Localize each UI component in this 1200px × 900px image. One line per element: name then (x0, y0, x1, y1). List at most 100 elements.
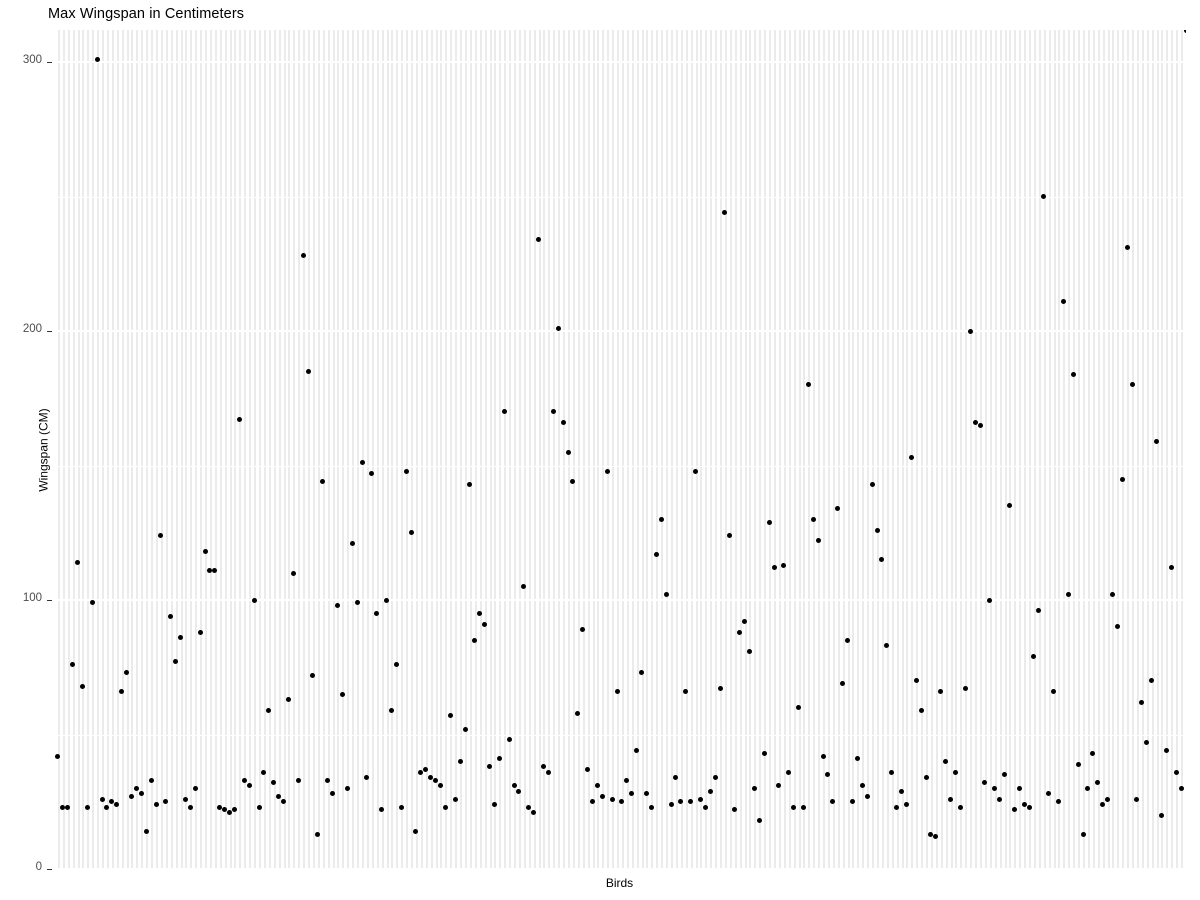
data-point[interactable] (1011, 807, 1017, 813)
data-point[interactable] (678, 799, 684, 805)
data-point[interactable] (977, 422, 983, 428)
data-point[interactable] (776, 783, 782, 789)
data-point[interactable] (1016, 785, 1022, 791)
data-point[interactable] (1031, 654, 1037, 660)
data-point[interactable] (1173, 769, 1179, 775)
data-point[interactable] (192, 785, 198, 791)
data-point[interactable] (84, 804, 90, 810)
data-point[interactable] (683, 689, 689, 695)
data-point[interactable] (75, 559, 81, 565)
data-point[interactable] (693, 468, 699, 474)
data-point[interactable] (982, 780, 988, 786)
data-point[interactable] (845, 637, 851, 643)
data-point[interactable] (344, 785, 350, 791)
data-point[interactable] (212, 568, 218, 573)
data-point[interactable] (722, 210, 728, 216)
data-point[interactable] (967, 328, 973, 334)
data-point[interactable] (447, 713, 453, 719)
data-point[interactable] (599, 793, 605, 799)
data-point[interactable] (761, 750, 767, 756)
data-point[interactable] (222, 807, 228, 813)
data-point[interactable] (702, 804, 708, 810)
data-point[interactable] (859, 783, 865, 789)
data-point[interactable] (256, 804, 262, 810)
data-point[interactable] (452, 796, 458, 802)
data-point[interactable] (315, 831, 321, 837)
data-point[interactable] (290, 570, 296, 576)
data-point[interactable] (168, 613, 174, 619)
data-point[interactable] (820, 753, 826, 759)
data-point[interactable] (643, 791, 649, 797)
data-point[interactable] (133, 785, 139, 791)
data-point[interactable] (285, 697, 291, 703)
data-point[interactable] (266, 707, 272, 713)
data-point[interactable] (658, 516, 664, 522)
data-point[interactable] (585, 767, 591, 772)
data-point[interactable] (1149, 678, 1155, 684)
data-point[interactable] (1100, 801, 1106, 807)
data-point[interactable] (217, 804, 223, 810)
data-point[interactable] (712, 775, 718, 781)
data-point[interactable] (119, 689, 125, 695)
data-point[interactable] (1006, 503, 1012, 509)
data-point[interactable] (550, 409, 556, 415)
data-point[interactable] (864, 793, 870, 799)
data-point[interactable] (128, 793, 134, 799)
data-point[interactable] (737, 629, 743, 635)
data-point[interactable] (1134, 796, 1140, 802)
data-point[interactable] (251, 597, 257, 603)
data-point[interactable] (634, 748, 640, 754)
data-point[interactable] (962, 686, 968, 692)
data-point[interactable] (781, 562, 787, 568)
data-point[interactable] (65, 804, 71, 810)
data-point[interactable] (70, 662, 76, 668)
data-point[interactable] (594, 783, 600, 789)
data-point[interactable] (271, 780, 277, 786)
data-point[interactable] (442, 804, 448, 810)
data-point[interactable] (398, 804, 404, 810)
data-point[interactable] (938, 689, 944, 695)
data-point[interactable] (241, 777, 247, 783)
data-point[interactable] (374, 611, 380, 617)
data-point[interactable] (928, 831, 934, 837)
data-point[interactable] (388, 707, 394, 713)
data-point[interactable] (153, 801, 159, 807)
data-point[interactable] (1109, 592, 1115, 598)
data-point[interactable] (742, 619, 748, 625)
data-point[interactable] (580, 627, 586, 633)
data-point[interactable] (1002, 772, 1008, 778)
data-point[interactable] (79, 683, 85, 689)
data-point[interactable] (972, 420, 978, 426)
data-point[interactable] (197, 629, 203, 635)
data-point[interactable] (1060, 299, 1066, 305)
data-point[interactable] (178, 635, 184, 641)
data-point[interactable] (246, 783, 252, 789)
data-point[interactable] (320, 479, 326, 485)
data-point[interactable] (791, 804, 797, 810)
data-point[interactable] (531, 810, 537, 816)
data-point[interactable] (854, 756, 860, 762)
data-point[interactable] (94, 57, 100, 63)
data-point[interactable] (501, 409, 507, 415)
data-point[interactable] (609, 796, 615, 802)
data-point[interactable] (143, 828, 149, 834)
data-point[interactable] (349, 541, 355, 547)
data-point[interactable] (555, 325, 561, 331)
data-point[interactable] (992, 785, 998, 791)
data-point[interactable] (624, 777, 630, 783)
data-point[interactable] (124, 670, 130, 676)
data-point[interactable] (359, 460, 365, 466)
data-point[interactable] (884, 643, 890, 649)
data-point[interactable] (629, 791, 635, 797)
data-point[interactable] (825, 772, 831, 778)
data-point[interactable] (408, 530, 414, 536)
data-point[interactable] (908, 455, 914, 461)
data-point[interactable] (604, 468, 610, 474)
data-point[interactable] (334, 602, 340, 608)
data-point[interactable] (148, 777, 154, 783)
data-point[interactable] (1055, 799, 1061, 805)
data-point[interactable] (639, 670, 645, 676)
data-point[interactable] (668, 801, 674, 807)
data-point[interactable] (403, 468, 409, 474)
data-point[interactable] (786, 769, 792, 775)
